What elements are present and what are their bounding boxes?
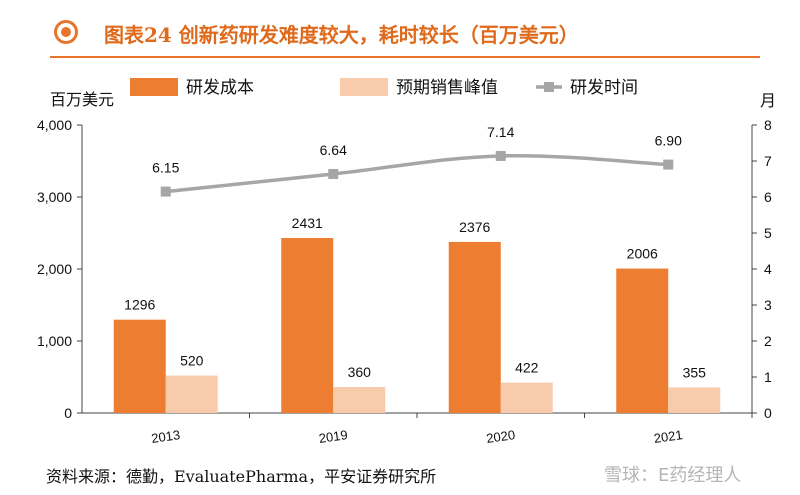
line-rd-time xyxy=(165,153,669,194)
right-tick-label: 0 xyxy=(764,405,772,421)
bar-rd-cost xyxy=(448,241,501,413)
line-point-marker xyxy=(328,168,339,179)
legend-label: 预期销售峰值 xyxy=(396,78,498,98)
right-tick-label: 4 xyxy=(764,261,772,277)
bar-value-label: 422 xyxy=(515,360,539,376)
bar-value-label: 2376 xyxy=(459,219,490,235)
line-value-label: 6.90 xyxy=(655,133,682,149)
line-point-marker xyxy=(495,150,506,161)
line-point-marker xyxy=(160,186,171,197)
right-tick-label: 5 xyxy=(764,225,772,241)
line-value-label: 7.14 xyxy=(487,124,514,140)
right-axis-unit: 月 xyxy=(760,91,776,110)
left-tick-label: 2,000 xyxy=(37,261,72,277)
chart-title: 图表24 创新药研发难度较大，耗时较长（百万美元） xyxy=(104,23,579,47)
bar-value-label: 360 xyxy=(348,364,372,380)
bar-value-label: 2431 xyxy=(292,215,323,231)
chart-header: 图表24 创新药研发难度较大，耗时较长（百万美元） xyxy=(0,0,800,58)
left-axis-unit: 百万美元 xyxy=(50,90,114,109)
right-tick-label: 6 xyxy=(764,189,772,205)
title-divider xyxy=(50,56,760,58)
line-point-marker xyxy=(663,159,674,170)
x-tick-label: 2020 xyxy=(485,427,516,446)
right-tick-label: 8 xyxy=(764,117,772,133)
bar-rd-cost xyxy=(281,237,334,413)
x-tick-label: 2019 xyxy=(318,427,349,446)
left-tick-label: 3,000 xyxy=(37,189,72,205)
bar-value-label: 355 xyxy=(683,364,707,380)
bar-peak-sales xyxy=(165,375,218,413)
bar-value-label: 2006 xyxy=(627,246,658,262)
x-tick-label: 2021 xyxy=(653,427,684,446)
x-tick-label: 2013 xyxy=(150,427,181,446)
bar-value-label: 1296 xyxy=(124,297,155,313)
right-tick-label: 7 xyxy=(764,153,772,169)
watermark: 雪球：E药经理人 xyxy=(604,465,742,486)
left-tick-label: 0 xyxy=(64,405,72,421)
bar-rd-cost xyxy=(616,268,669,413)
line-value-label: 6.15 xyxy=(152,160,179,176)
legend-label: 研发时间 xyxy=(570,78,638,98)
bar-peak-sales xyxy=(333,387,386,413)
legend-swatch xyxy=(130,78,178,96)
circle-dot-inner xyxy=(61,27,71,37)
circle-dot-icon xyxy=(54,20,78,44)
left-tick-label: 4,000 xyxy=(37,117,72,133)
line-value-label: 6.64 xyxy=(320,142,347,158)
bar-peak-sales xyxy=(500,382,553,413)
left-tick-label: 1,000 xyxy=(37,333,72,349)
bar-rd-cost xyxy=(113,319,166,413)
source-note: 资料来源：德勤，EvaluatePharma，平安证券研究所 xyxy=(46,467,437,486)
legend-swatch xyxy=(340,78,388,96)
right-tick-label: 2 xyxy=(764,333,772,349)
right-tick-label: 3 xyxy=(764,297,772,313)
bar-peak-sales xyxy=(668,387,721,413)
bar-value-label: 520 xyxy=(180,353,204,369)
right-tick-label: 1 xyxy=(764,369,772,385)
legend-line-marker xyxy=(544,82,554,92)
legend-label: 研发成本 xyxy=(186,78,254,98)
